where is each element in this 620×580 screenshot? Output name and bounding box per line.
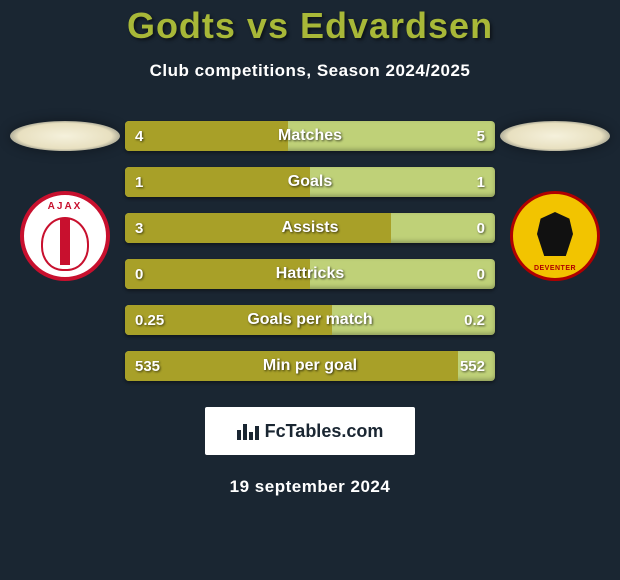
stat-left-value: 535 <box>135 358 160 375</box>
stat-right-value: 0.2 <box>464 312 485 329</box>
source-logo-text: FcTables.com <box>265 421 384 442</box>
stat-bar: 0 Hattricks 0 <box>125 259 495 289</box>
date-line: 19 september 2024 <box>0 477 620 497</box>
stat-right-value: 552 <box>460 358 485 375</box>
stat-bar: 4 Matches 5 <box>125 121 495 151</box>
stat-bar: 535 Min per goal 552 <box>125 351 495 381</box>
stat-label: Goals <box>288 173 332 191</box>
stat-label: Assists <box>282 219 339 237</box>
stat-label: Matches <box>278 127 342 145</box>
chart-icon <box>237 422 259 440</box>
right-club-crest <box>510 191 600 281</box>
stat-label: Hattricks <box>276 265 344 283</box>
stat-right-value: 5 <box>477 128 485 145</box>
stat-left-value: 4 <box>135 128 143 145</box>
comparison-row: 4Matches51Goals13Assists00Hattricks00.25… <box>0 121 620 381</box>
left-player-col <box>5 121 125 281</box>
stat-bar: 0.25 Goals per match 0.2 <box>125 305 495 335</box>
right-player-col <box>495 121 615 281</box>
stat-bar: 1 Goals 1 <box>125 167 495 197</box>
source-logo: FcTables.com <box>205 407 415 455</box>
stat-right-value: 0 <box>477 220 485 237</box>
stat-right-value: 1 <box>477 174 485 191</box>
left-club-crest <box>20 191 110 281</box>
stat-left-value: 0.25 <box>135 312 164 329</box>
page-subtitle: Club competitions, Season 2024/2025 <box>0 61 620 81</box>
stat-label: Goals per match <box>247 311 372 329</box>
crest-stripe <box>60 219 70 265</box>
left-player-silhouette <box>10 121 120 151</box>
stat-left-fill <box>125 167 310 197</box>
stat-label: Min per goal <box>263 357 357 375</box>
stat-bar: 3 Assists 0 <box>125 213 495 243</box>
stat-left-value: 1 <box>135 174 143 191</box>
comparison-card: Godts vs Edvardsen Club competitions, Se… <box>0 0 620 580</box>
stat-left-value: 3 <box>135 220 143 237</box>
stat-bars: 4Matches51Goals13Assists00Hattricks00.25… <box>125 121 495 381</box>
stat-left-fill <box>125 213 391 243</box>
right-player-silhouette <box>500 121 610 151</box>
stat-right-value: 0 <box>477 266 485 283</box>
stat-left-value: 0 <box>135 266 143 283</box>
page-title: Godts vs Edvardsen <box>0 5 620 47</box>
stat-left-fill <box>125 121 288 151</box>
